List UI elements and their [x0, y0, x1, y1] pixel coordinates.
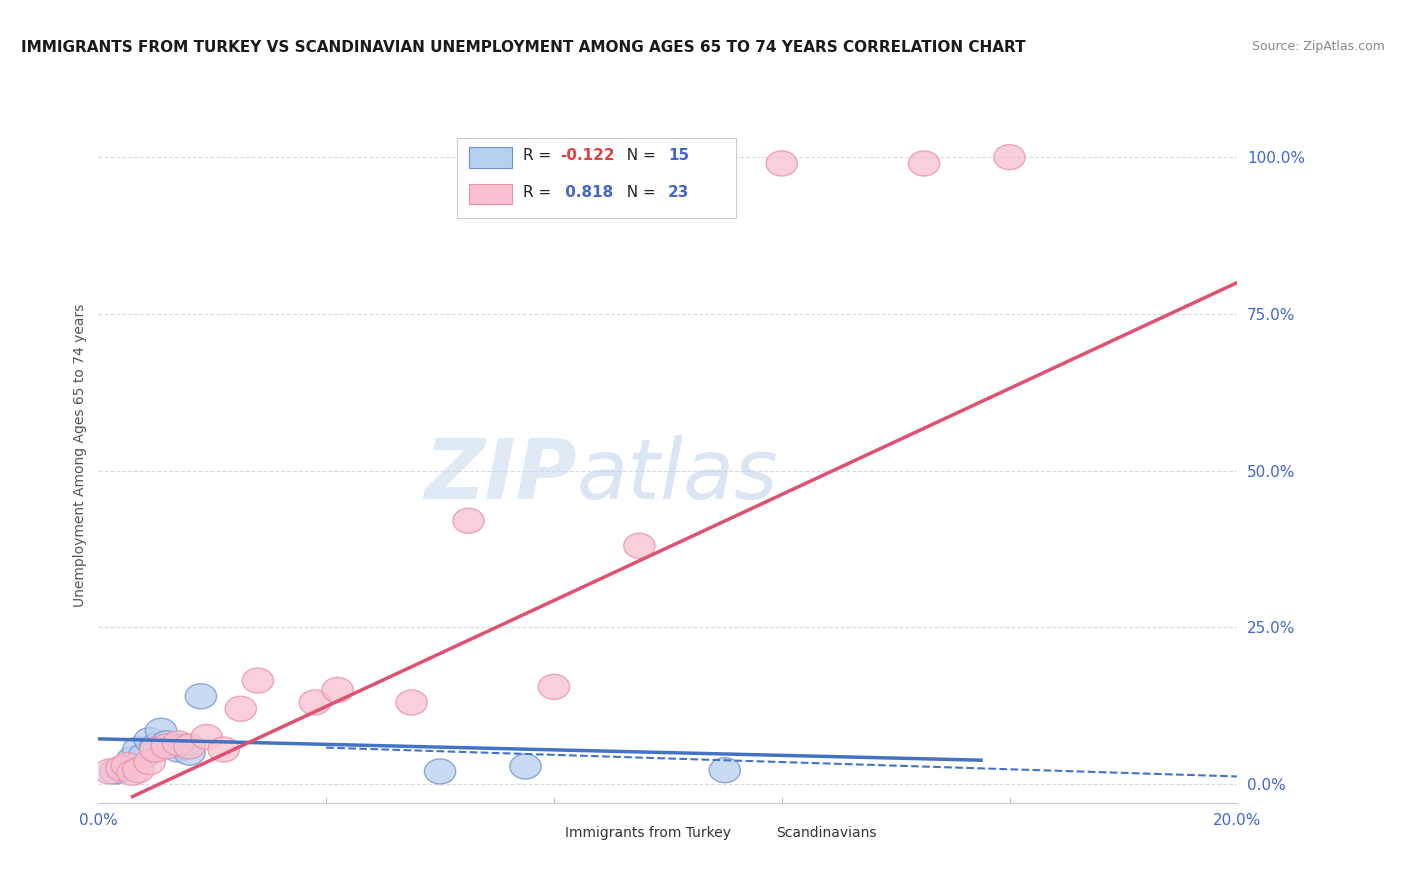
Ellipse shape: [150, 734, 183, 759]
Text: 0.818: 0.818: [560, 186, 613, 200]
Ellipse shape: [139, 734, 172, 759]
Ellipse shape: [186, 683, 217, 709]
Ellipse shape: [538, 674, 569, 699]
Text: 15: 15: [668, 148, 689, 163]
Ellipse shape: [225, 697, 256, 722]
Ellipse shape: [322, 677, 353, 703]
Ellipse shape: [128, 743, 160, 768]
Ellipse shape: [105, 756, 136, 780]
Ellipse shape: [117, 760, 148, 785]
Ellipse shape: [208, 737, 239, 762]
Y-axis label: Unemployment Among Ages 65 to 74 years: Unemployment Among Ages 65 to 74 years: [73, 303, 87, 607]
FancyBboxPatch shape: [468, 184, 512, 204]
Ellipse shape: [425, 759, 456, 784]
Text: 23: 23: [668, 186, 689, 200]
FancyBboxPatch shape: [457, 138, 737, 219]
Ellipse shape: [111, 756, 142, 780]
Ellipse shape: [117, 747, 148, 772]
Ellipse shape: [169, 734, 200, 759]
Ellipse shape: [134, 749, 166, 774]
Ellipse shape: [163, 737, 194, 762]
Ellipse shape: [908, 151, 939, 176]
Ellipse shape: [709, 757, 741, 783]
Ellipse shape: [994, 145, 1025, 169]
Ellipse shape: [122, 737, 153, 762]
Ellipse shape: [139, 737, 172, 762]
Text: R =: R =: [523, 148, 557, 163]
Ellipse shape: [100, 759, 131, 784]
FancyBboxPatch shape: [742, 823, 770, 841]
Ellipse shape: [396, 690, 427, 715]
Text: R =: R =: [523, 186, 557, 200]
Text: IMMIGRANTS FROM TURKEY VS SCANDINAVIAN UNEMPLOYMENT AMONG AGES 65 TO 74 YEARS CO: IMMIGRANTS FROM TURKEY VS SCANDINAVIAN U…: [21, 40, 1026, 55]
Ellipse shape: [242, 668, 274, 693]
Text: ZIP: ZIP: [425, 435, 576, 516]
Text: Source: ZipAtlas.com: Source: ZipAtlas.com: [1251, 40, 1385, 54]
Ellipse shape: [134, 728, 166, 753]
Ellipse shape: [191, 724, 222, 749]
Ellipse shape: [766, 151, 797, 176]
Text: -0.122: -0.122: [560, 148, 614, 163]
Ellipse shape: [299, 690, 330, 715]
FancyBboxPatch shape: [531, 823, 560, 841]
Text: Immigrants from Turkey: Immigrants from Turkey: [565, 826, 731, 839]
Ellipse shape: [174, 734, 205, 759]
Ellipse shape: [111, 753, 142, 778]
FancyBboxPatch shape: [468, 146, 512, 168]
Ellipse shape: [94, 759, 125, 784]
Ellipse shape: [510, 754, 541, 779]
Text: Scandinavians: Scandinavians: [776, 826, 876, 839]
Text: atlas: atlas: [576, 435, 779, 516]
Ellipse shape: [624, 533, 655, 558]
Text: N =: N =: [617, 148, 661, 163]
Ellipse shape: [453, 508, 484, 533]
Ellipse shape: [122, 757, 153, 783]
Ellipse shape: [145, 718, 177, 743]
Ellipse shape: [150, 731, 183, 756]
Ellipse shape: [163, 731, 194, 756]
Ellipse shape: [174, 740, 205, 765]
Text: N =: N =: [617, 186, 661, 200]
